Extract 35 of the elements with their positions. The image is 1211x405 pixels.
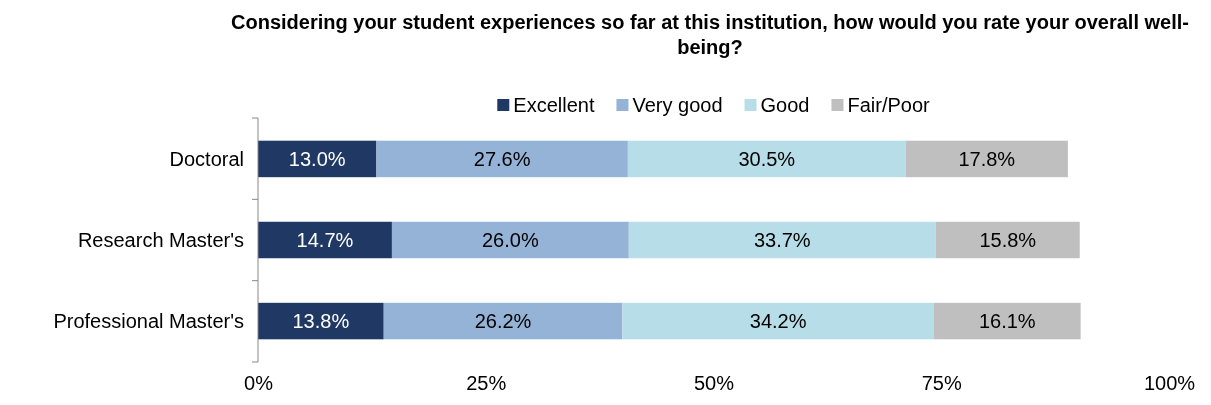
text: 26.2%	[474, 310, 532, 333]
x-tick-label: 75%	[921, 372, 962, 395]
x-tick-label: 25%	[466, 372, 507, 395]
legend-label: Good	[760, 94, 810, 116]
bar	[905, 140, 1068, 178]
text: 26.0%	[481, 229, 539, 251]
x-tick-label: 0%	[244, 372, 274, 395]
text: 15.8%	[979, 229, 1037, 251]
bar	[933, 302, 1081, 340]
x-tick-label: 100%	[1143, 372, 1196, 395]
legend-label: Excellent	[513, 94, 595, 116]
text: 30.5%	[738, 147, 796, 170]
bar	[622, 302, 934, 340]
text: 17.8%	[958, 147, 1016, 170]
text: 27.6%	[473, 147, 531, 170]
text: 16.1%	[978, 310, 1036, 333]
text: 34.2%	[749, 310, 807, 333]
bar	[258, 221, 392, 259]
bar	[627, 140, 906, 178]
legend-label: Very good	[632, 94, 723, 116]
y-tick-label: Research Master's	[77, 229, 244, 251]
x-tick-label: 50%	[693, 372, 735, 395]
bar	[935, 221, 1080, 259]
y-tick-label: Doctoral	[169, 147, 244, 170]
bar	[628, 221, 936, 259]
legend-label: Fair/Poor	[847, 94, 931, 116]
text: 13.8%	[292, 310, 350, 333]
chart-title: Considering your student experiences so far at this institution, how would you rate your overall well-being?	[230, 10, 1190, 60]
bar	[383, 302, 623, 340]
text: 33.7%	[753, 229, 811, 251]
text: 14.7%	[296, 229, 354, 251]
bar	[376, 140, 628, 178]
y-tick-label: Professional Master's	[53, 310, 244, 333]
bar	[391, 221, 629, 259]
text: 13.0%	[288, 147, 346, 170]
